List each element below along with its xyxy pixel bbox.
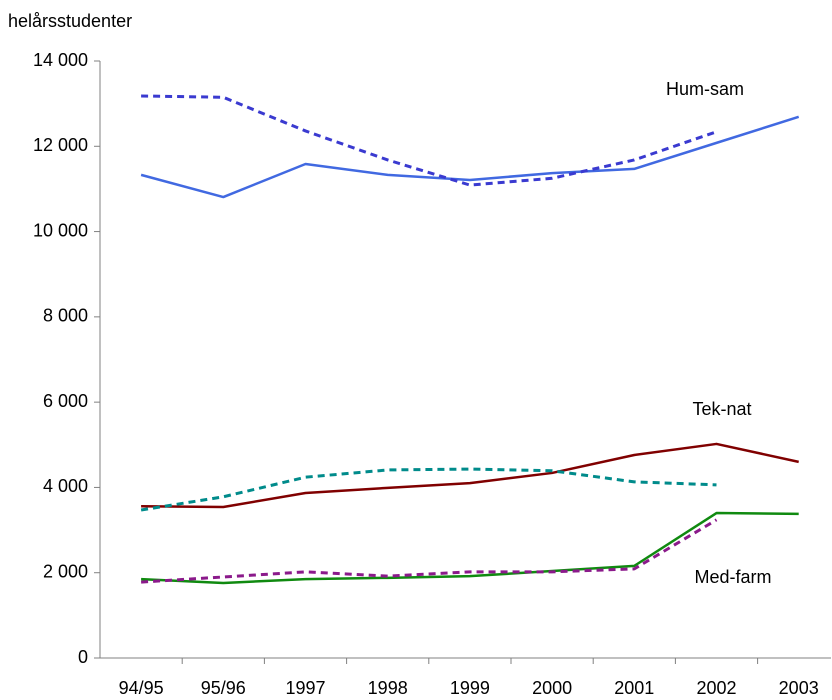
y-tick-label: 4 000 [43, 476, 88, 496]
y-tick-label: 14 000 [33, 50, 88, 70]
series-line [141, 94, 717, 187]
series-line [140, 467, 717, 512]
y-tick-label: 0 [78, 647, 88, 667]
x-tick-label: 1999 [450, 678, 490, 698]
x-tick-label: 2003 [779, 678, 819, 698]
series-line [141, 442, 799, 509]
y-tick-label: 2 000 [43, 561, 88, 581]
y-axis-label: helårsstudenter [8, 11, 132, 31]
y-tick-label: 10 000 [33, 220, 88, 240]
series-line [140, 115, 800, 199]
x-tick-label: 94/95 [119, 678, 164, 698]
x-tick-label: 2002 [696, 678, 736, 698]
series-line [141, 518, 718, 584]
y-tick-label: 8 000 [43, 306, 88, 326]
x-tick-label: 2001 [614, 678, 654, 698]
annotation: Tek-nat [692, 399, 751, 419]
x-tick-label: 1998 [368, 678, 408, 698]
x-tick-label: 2000 [532, 678, 572, 698]
annotation: Hum-sam [666, 79, 744, 99]
y-tick-label: 12 000 [33, 135, 88, 155]
x-tick-label: 1997 [285, 678, 325, 698]
y-tick-label: 6 000 [43, 391, 88, 411]
series-line [141, 511, 799, 585]
annotation: Med-farm [694, 567, 771, 587]
x-tick-label: 95/96 [201, 678, 246, 698]
